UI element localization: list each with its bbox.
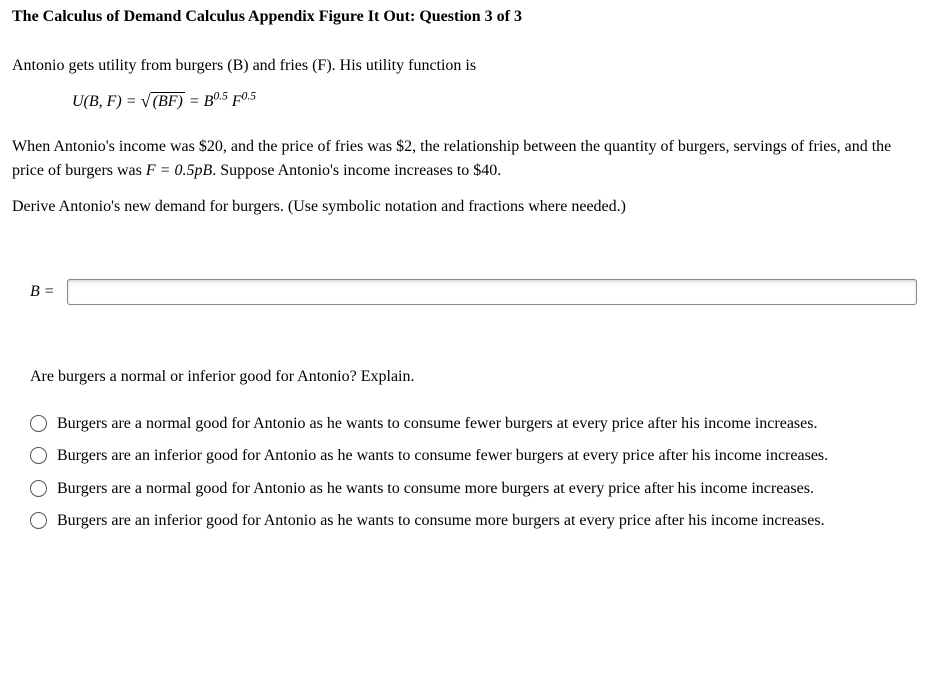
radio-icon[interactable] xyxy=(30,415,47,432)
b-term: B0.5 xyxy=(204,93,228,110)
option-row[interactable]: Burgers are a normal good for Antonio as… xyxy=(30,413,917,435)
radical-icon: √ xyxy=(141,91,151,112)
f-term: F0.5 xyxy=(232,93,256,110)
instruction-paragraph: Derive Antonio's new demand for burgers.… xyxy=(12,195,917,219)
sqrt-body: (BF) xyxy=(151,92,185,111)
options-group: Burgers are a normal good for Antonio as… xyxy=(30,413,917,533)
radio-icon[interactable] xyxy=(30,512,47,529)
answer-label: B = xyxy=(30,283,55,301)
radio-icon[interactable] xyxy=(30,447,47,464)
question-2: Are burgers a normal or inferior good fo… xyxy=(30,365,917,389)
option-row[interactable]: Burgers are an inferior good for Antonio… xyxy=(30,445,917,467)
page-title: The Calculus of Demand Calculus Appendix… xyxy=(12,8,917,26)
context-paragraph: When Antonio's income was $20, and the p… xyxy=(12,135,917,183)
option-row[interactable]: Burgers are an inferior good for Antonio… xyxy=(30,510,917,532)
option-text: Burgers are a normal good for Antonio as… xyxy=(57,413,917,435)
formula-lhs: U(B, F) xyxy=(72,93,122,110)
answer-input[interactable] xyxy=(67,279,917,305)
context-text-b: . Suppose Antonio's income increases to … xyxy=(212,162,501,179)
option-row[interactable]: Burgers are a normal good for Antonio as… xyxy=(30,478,917,500)
f-exponent: 0.5 xyxy=(242,91,256,103)
intro-paragraph: Antonio gets utility from burgers (B) an… xyxy=(12,54,917,78)
inline-formula: F = 0.5pB xyxy=(146,162,212,179)
answer-row: B = xyxy=(30,279,917,305)
option-text: Burgers are an inferior good for Antonio… xyxy=(57,510,917,532)
sqrt-expression: √(BF) xyxy=(141,90,185,111)
option-text: Burgers are an inferior good for Antonio… xyxy=(57,445,917,467)
utility-formula: U(B, F) = √(BF) = B0.5 F0.5 xyxy=(72,90,917,111)
b-exponent: 0.5 xyxy=(213,91,227,103)
option-text: Burgers are a normal good for Antonio as… xyxy=(57,478,917,500)
equals-sign: = xyxy=(189,93,204,110)
radio-icon[interactable] xyxy=(30,480,47,497)
equals-sign: = xyxy=(126,93,141,110)
